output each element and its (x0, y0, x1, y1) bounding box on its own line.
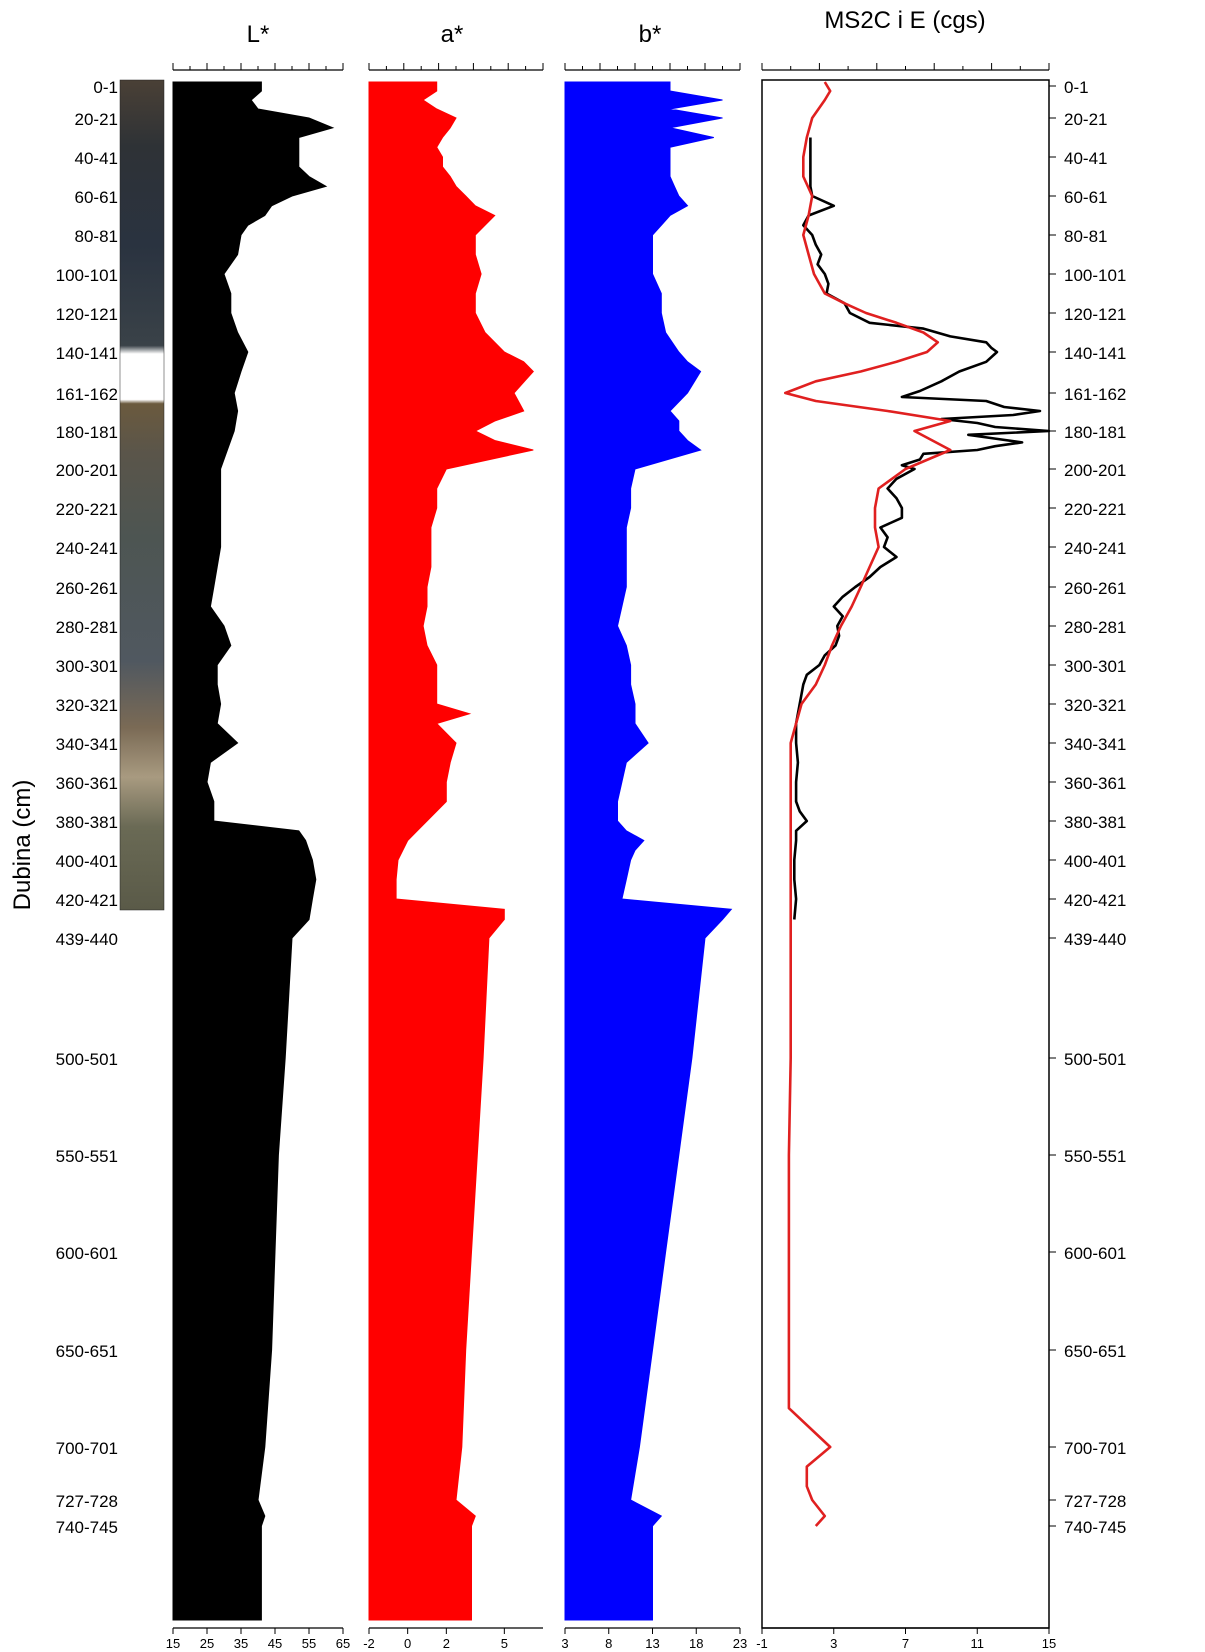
depth-tick-label: 80-81 (1064, 227, 1107, 246)
depth-tick-label: 260-261 (1064, 579, 1126, 598)
x-tick-label: 11 (971, 1636, 985, 1651)
depth-tick-label: 80-81 (75, 227, 118, 246)
depth-tick-label: 180-181 (1064, 423, 1126, 442)
x-tick-label: 18 (689, 1636, 703, 1651)
depth-tick-label: 200-201 (1064, 461, 1126, 480)
x-tick-label: 23 (733, 1636, 747, 1651)
x-tick-label: -2 (363, 1636, 375, 1651)
panel-b-title: b* (639, 21, 662, 48)
depth-tick-label: 300-301 (56, 657, 118, 676)
depth-tick-label: 300-301 (1064, 657, 1126, 676)
depth-tick-label: 439-440 (1064, 930, 1126, 949)
core-photo (119, 79, 165, 911)
depth-tick-label: 140-141 (1064, 344, 1126, 363)
depth-tick-label: 240-241 (1064, 539, 1126, 558)
depth-tick-label: 280-281 (56, 618, 118, 637)
depth-tick-label: 40-41 (75, 149, 118, 168)
depth-tick-label: 20-21 (1064, 110, 1107, 129)
depth-tick-label: 727-728 (1064, 1492, 1126, 1511)
depth-tick-label: 740-745 (56, 1518, 118, 1537)
x-tick-label: 65 (336, 1636, 350, 1651)
depth-tick-label: 260-261 (56, 579, 118, 598)
panel-ms-title: MS2C i E (cgs) (824, 7, 985, 34)
x-tick-label: 25 (200, 1636, 214, 1651)
depth-tick-label: 700-701 (1064, 1439, 1126, 1458)
depth-tick-label: 727-728 (56, 1492, 118, 1511)
x-tick-label: 8 (605, 1636, 612, 1651)
depth-tick-label: 240-241 (56, 539, 118, 558)
depth-tick-label: 60-61 (1064, 188, 1107, 207)
depth-tick-label: 100-101 (1064, 266, 1126, 285)
depth-tick-label: 420-421 (56, 891, 118, 910)
depth-tick-label: 120-121 (56, 305, 118, 324)
panel-a: a* -2 0 2 5 (363, 21, 544, 1651)
depth-tick-label: 320-321 (56, 696, 118, 715)
panel-ms: MS2C i E (cgs) -1 3 7 11 15 (756, 7, 1056, 1651)
depth-tick-label: 439-440 (56, 930, 118, 949)
depth-tick-label: 140-141 (56, 344, 118, 363)
depth-tick-label: 220-221 (56, 500, 118, 519)
depth-tick-label: 340-341 (1064, 735, 1126, 754)
panel-b: b* 3 8 13 18 23 (561, 21, 747, 1651)
depth-tick-label: 360-361 (56, 774, 118, 793)
x-tick-label: 55 (302, 1636, 316, 1651)
x-tick-label: 15 (1042, 1636, 1056, 1651)
x-tick-label: 0 (404, 1636, 411, 1651)
depth-tick-label: 180-181 (56, 423, 118, 442)
depth-tick-label: 420-421 (1064, 891, 1126, 910)
panel-ms-frame (761, 79, 1050, 1629)
x-tick-label: 3 (561, 1636, 568, 1651)
panel-L-title: L* (247, 21, 270, 48)
depth-tick-label: 500-501 (1064, 1050, 1126, 1069)
x-tick-label: 13 (645, 1636, 659, 1651)
x-tick-label: 35 (234, 1636, 248, 1651)
depth-tick-label: 220-221 (1064, 500, 1126, 519)
depth-tick-label: 740-745 (1064, 1518, 1126, 1537)
x-tick-label: 5 (501, 1636, 508, 1651)
depth-tick-label: 120-121 (1064, 305, 1126, 324)
depth-tick-label: 320-321 (1064, 696, 1126, 715)
panel-a-title: a* (441, 21, 464, 48)
series-area (564, 81, 733, 1621)
depth-tick-label: 100-101 (56, 266, 118, 285)
depth-tick-label: 380-381 (56, 813, 118, 832)
depth-tick-label: 600-601 (56, 1244, 118, 1263)
depth-tick-label: 0-1 (1064, 78, 1089, 97)
depth-tick-label: 40-41 (1064, 149, 1107, 168)
depth-tick-label: 650-651 (1064, 1342, 1126, 1361)
series-area (368, 81, 534, 1621)
depth-tick-label: 400-401 (56, 852, 118, 871)
depth-tick-label: 161-162 (56, 385, 118, 404)
depth-tick-label: 360-361 (1064, 774, 1126, 793)
depth-tick-label: 380-381 (1064, 813, 1126, 832)
depth-tick-label: 60-61 (75, 188, 118, 207)
depth-tick-label: 280-281 (1064, 618, 1126, 637)
depth-tick-label: 20-21 (75, 110, 118, 129)
depth-tick-label: 650-651 (56, 1342, 118, 1361)
depth-tick-labels-left: 0-1 20-21 40-41 60-61 80-81 100-101 120-121 140… (56, 78, 118, 1537)
x-tick-label: 7 (902, 1636, 909, 1651)
x-tick-label: 3 (830, 1636, 837, 1651)
depth-tick-label: 200-201 (56, 461, 118, 480)
x-tick-label: -1 (756, 1636, 768, 1651)
depth-tick-label: 500-501 (56, 1050, 118, 1069)
series-area (172, 81, 335, 1621)
y-axis-label: Dubina (cm) (9, 780, 36, 911)
depth-tick-label: 161-162 (1064, 385, 1126, 404)
x-tick-label: 15 (166, 1636, 180, 1651)
depth-tick-label: 550-551 (1064, 1147, 1126, 1166)
depth-tick-label: 700-701 (56, 1439, 118, 1458)
x-tick-label: 2 (443, 1636, 450, 1651)
depth-tick-label: 0-1 (93, 78, 118, 97)
depth-tick-label: 400-401 (1064, 852, 1126, 871)
depth-tick-label: 340-341 (56, 735, 118, 754)
panel-L: L* 15 25 35 45 55 65 (166, 21, 350, 1651)
depth-tick-labels-right: 0-1 20-21 40-41 60-61 80-81 100-101 120-121 140… (1049, 78, 1126, 1537)
x-tick-label: 45 (268, 1636, 282, 1651)
series-line (784, 81, 952, 1527)
depth-tick-label: 600-601 (1064, 1244, 1126, 1263)
series-line (793, 137, 1051, 920)
depth-tick-label: 550-551 (56, 1147, 118, 1166)
